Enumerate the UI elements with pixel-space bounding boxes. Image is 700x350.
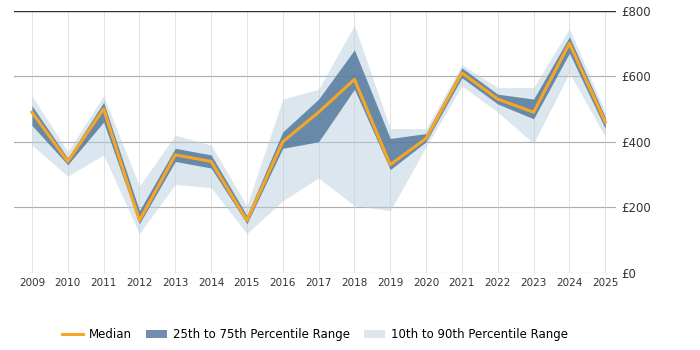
Legend: Median, 25th to 75th Percentile Range, 10th to 90th Percentile Range: Median, 25th to 75th Percentile Range, 1…: [57, 323, 573, 346]
